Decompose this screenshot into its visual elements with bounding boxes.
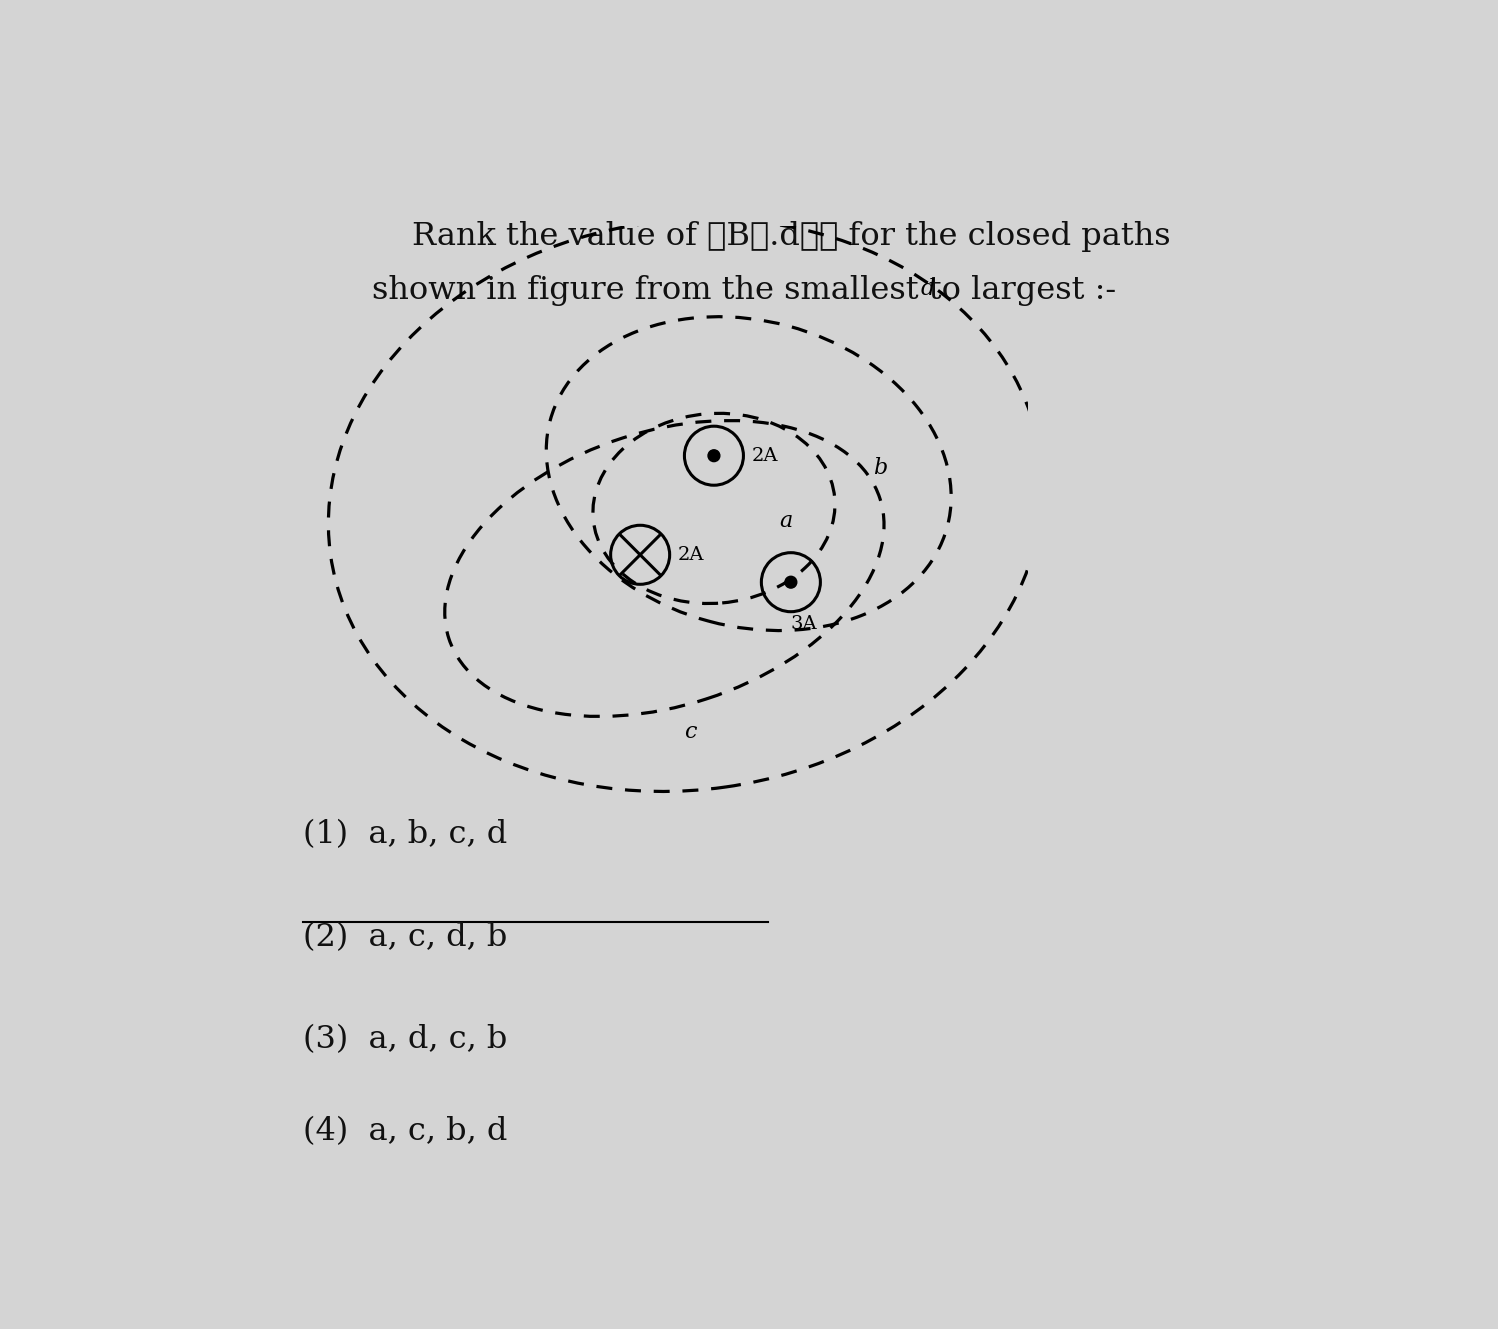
Text: 3A: 3A: [791, 615, 818, 634]
Text: shown in figure from the smallest to largest :-: shown in figure from the smallest to lar…: [373, 275, 1116, 306]
Circle shape: [785, 577, 797, 589]
Circle shape: [709, 449, 721, 461]
Text: 2A: 2A: [752, 447, 779, 465]
Text: d: d: [921, 278, 935, 300]
Text: Rank the value of ∮B⃗.dℓ⃗ for the closed paths: Rank the value of ∮B⃗.dℓ⃗ for the closed…: [412, 221, 1170, 251]
Text: (4)  a, c, b, d: (4) a, c, b, d: [303, 1116, 508, 1147]
Text: c: c: [685, 720, 697, 743]
Text: (1)  a, b, c, d: (1) a, b, c, d: [303, 820, 508, 851]
Text: (3)  a, d, c, b: (3) a, d, c, b: [303, 1025, 508, 1055]
Text: 2A: 2A: [679, 546, 704, 563]
Text: b: b: [873, 457, 888, 480]
Text: (2)  a, c, d, b: (2) a, c, d, b: [303, 922, 508, 953]
Text: a: a: [779, 510, 792, 532]
